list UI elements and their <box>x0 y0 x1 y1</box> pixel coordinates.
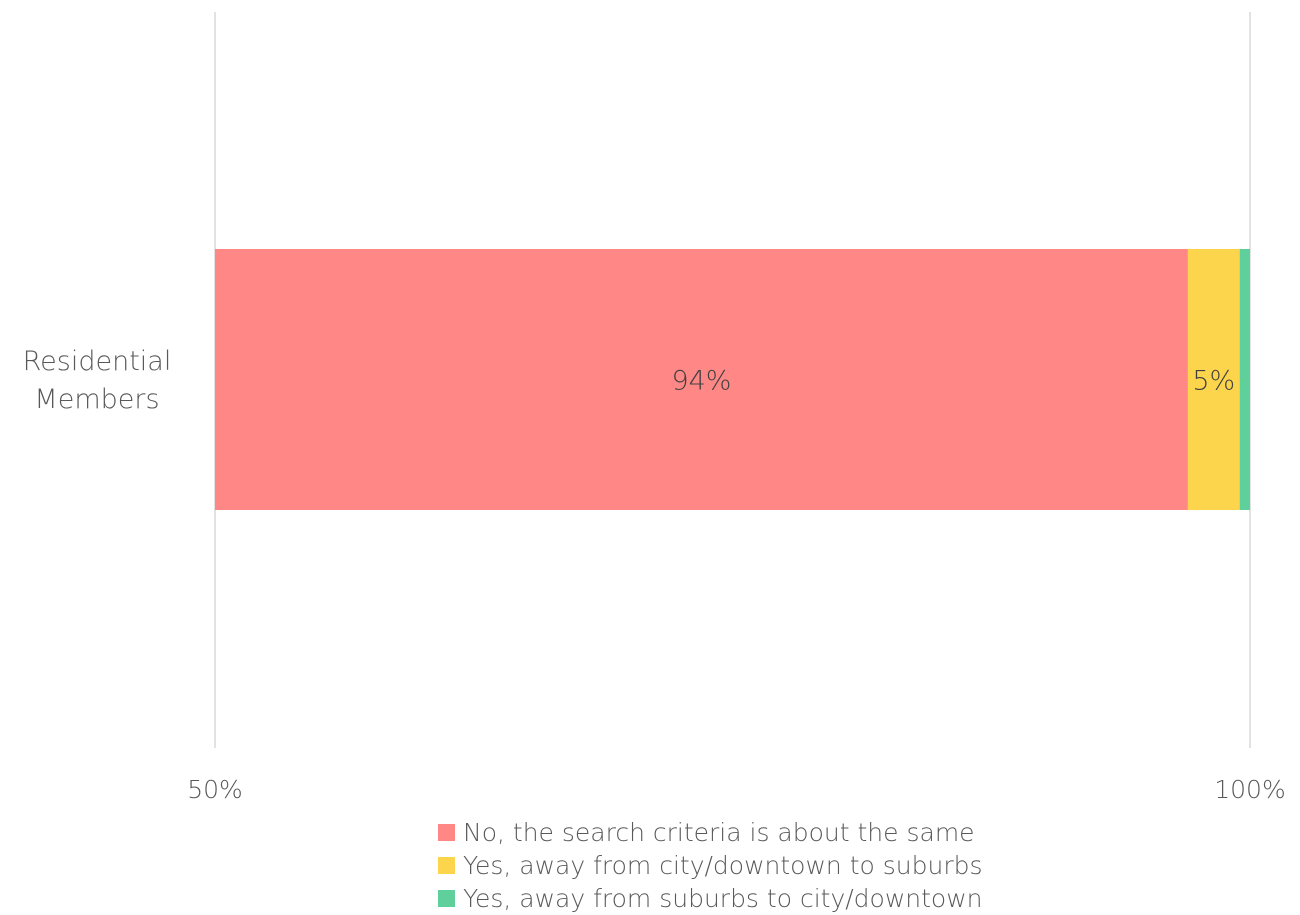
legend-label: Yes, away from city/downtown to suburbs <box>463 851 983 880</box>
bar-segment-2 <box>1187 249 1240 510</box>
bar-labels: 94% 5% <box>671 366 1235 397</box>
legend-swatch <box>438 857 455 874</box>
x-tick-labels: 50% 100% <box>187 775 1286 804</box>
bar-value-label: 94% <box>671 366 731 397</box>
bar-segment-3 <box>1239 249 1250 510</box>
x-tick-label: 50% <box>187 775 243 804</box>
category-labels: Residential Members <box>23 346 172 415</box>
legend-swatch <box>438 824 455 841</box>
legend-swatch <box>438 890 455 907</box>
x-tick-label: 100% <box>1214 775 1285 804</box>
bar-segment-1 <box>215 249 1188 510</box>
bar-value-label: 5% <box>1192 366 1235 397</box>
legend-label: Yes, away from suburbs to city/downtown <box>463 884 983 913</box>
legend-label: No, the search criteria is about the sam… <box>463 818 975 847</box>
bars <box>215 249 1250 510</box>
legend: No, the search criteria is about the sam… <box>438 816 983 915</box>
legend-item: No, the search criteria is about the sam… <box>438 816 983 849</box>
category-label: Residential Members <box>23 346 172 415</box>
legend-item: Yes, away from suburbs to city/downtown <box>438 882 983 915</box>
legend-item: Yes, away from city/downtown to suburbs <box>438 849 983 882</box>
